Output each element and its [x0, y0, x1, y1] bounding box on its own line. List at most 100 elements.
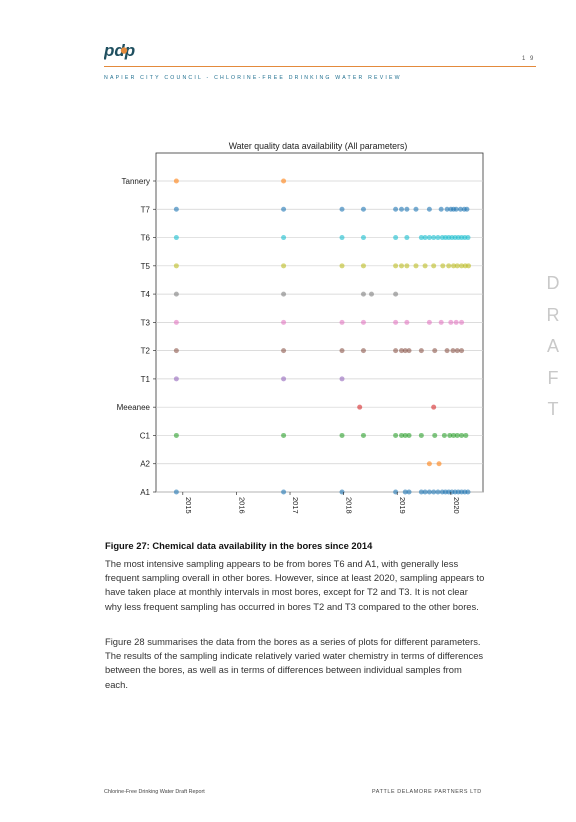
- data-point: [426, 461, 432, 467]
- data-point: [357, 404, 363, 410]
- data-point: [393, 319, 399, 325]
- data-point: [281, 206, 287, 212]
- data-point: [360, 432, 366, 438]
- data-point: [432, 348, 438, 354]
- data-point: [406, 489, 412, 495]
- data-point: [281, 263, 287, 269]
- draft-letter: F: [547, 367, 559, 388]
- data-point: [447, 432, 453, 438]
- data-point: [448, 319, 454, 325]
- data-point: [360, 263, 366, 269]
- data-point: [418, 235, 424, 241]
- data-point: [402, 348, 408, 354]
- data-point: [451, 432, 457, 438]
- data-point: [173, 432, 179, 438]
- y-tick-label: T4: [141, 290, 151, 299]
- data-point: [406, 348, 412, 354]
- data-point: [404, 235, 410, 241]
- data-point: [426, 235, 432, 241]
- data-point: [459, 319, 465, 325]
- data-point: [399, 348, 405, 354]
- data-point: [459, 432, 465, 438]
- data-point: [339, 263, 345, 269]
- data-point: [435, 489, 441, 495]
- data-point: [431, 404, 437, 410]
- data-point: [453, 319, 459, 325]
- data-point: [368, 291, 374, 297]
- data-point: [431, 263, 437, 269]
- data-point: [402, 489, 408, 495]
- data-point: [281, 319, 287, 325]
- data-point: [173, 263, 179, 269]
- data-point: [465, 489, 471, 495]
- data-point: [173, 235, 179, 241]
- data-point: [339, 235, 345, 241]
- x-tick-label: 2015: [184, 497, 193, 514]
- data-point: [453, 206, 459, 212]
- draft-letter: D: [546, 273, 560, 293]
- data-point: [431, 235, 437, 241]
- y-tick-label: T2: [141, 347, 151, 356]
- data-point: [393, 235, 399, 241]
- data-point: [404, 263, 410, 269]
- data-point: [393, 291, 399, 297]
- draft-letter: T: [547, 399, 559, 419]
- footer-company: PATTLE DELAMORE PARTNERS LTD: [372, 789, 482, 795]
- data-point: [422, 489, 428, 495]
- data-point: [422, 235, 428, 241]
- data-point: [360, 291, 366, 297]
- data-point: [459, 263, 465, 269]
- data-point: [360, 319, 366, 325]
- data-point: [339, 206, 345, 212]
- data-point: [418, 348, 424, 354]
- data-point: [454, 432, 460, 438]
- figure-caption: Figure 27: Chemical data availability in…: [105, 540, 373, 551]
- draft-watermark: D R A F T: [543, 268, 563, 426]
- data-point: [281, 489, 287, 495]
- data-point: [173, 319, 179, 325]
- data-point: [406, 432, 412, 438]
- data-point: [173, 489, 179, 495]
- y-tick-label: T7: [141, 205, 151, 214]
- data-point: [438, 319, 444, 325]
- data-point: [281, 178, 287, 184]
- y-tick-label: A1: [140, 488, 150, 497]
- data-point: [466, 263, 472, 269]
- data-point: [399, 432, 405, 438]
- data-point: [339, 376, 345, 382]
- data-point: [450, 348, 456, 354]
- pdp-logo: pdp: [103, 41, 144, 66]
- data-point: [173, 376, 179, 382]
- data-point: [444, 206, 450, 212]
- y-tick-label: T6: [141, 234, 151, 243]
- data-point: [360, 235, 366, 241]
- data-point: [454, 263, 460, 269]
- data-point: [459, 348, 465, 354]
- data-point: [393, 206, 399, 212]
- data-point: [465, 235, 471, 241]
- data-point: [173, 178, 179, 184]
- x-tick-label: 2019: [398, 497, 407, 514]
- draft-letter: A: [546, 336, 559, 356]
- data-point: [426, 489, 432, 495]
- footer-report-title: Chlorine-Free Drinking Water Draft Repor…: [104, 789, 205, 795]
- chart-title: Water quality data availability (All par…: [229, 141, 408, 151]
- data-point: [463, 432, 469, 438]
- data-point: [281, 348, 287, 354]
- data-point: [464, 206, 470, 212]
- logo-dot-icon: [120, 47, 128, 54]
- data-point: [402, 432, 408, 438]
- data-point: [393, 432, 399, 438]
- data-point: [173, 206, 179, 212]
- data-point: [173, 348, 179, 354]
- data-point: [404, 206, 410, 212]
- header-rule: [104, 66, 536, 67]
- data-point: [393, 489, 399, 495]
- data-point: [281, 291, 287, 297]
- data-point: [426, 206, 432, 212]
- data-point: [446, 263, 452, 269]
- data-point: [393, 263, 399, 269]
- data-point: [418, 432, 424, 438]
- data-point: [432, 432, 438, 438]
- data-point: [173, 291, 179, 297]
